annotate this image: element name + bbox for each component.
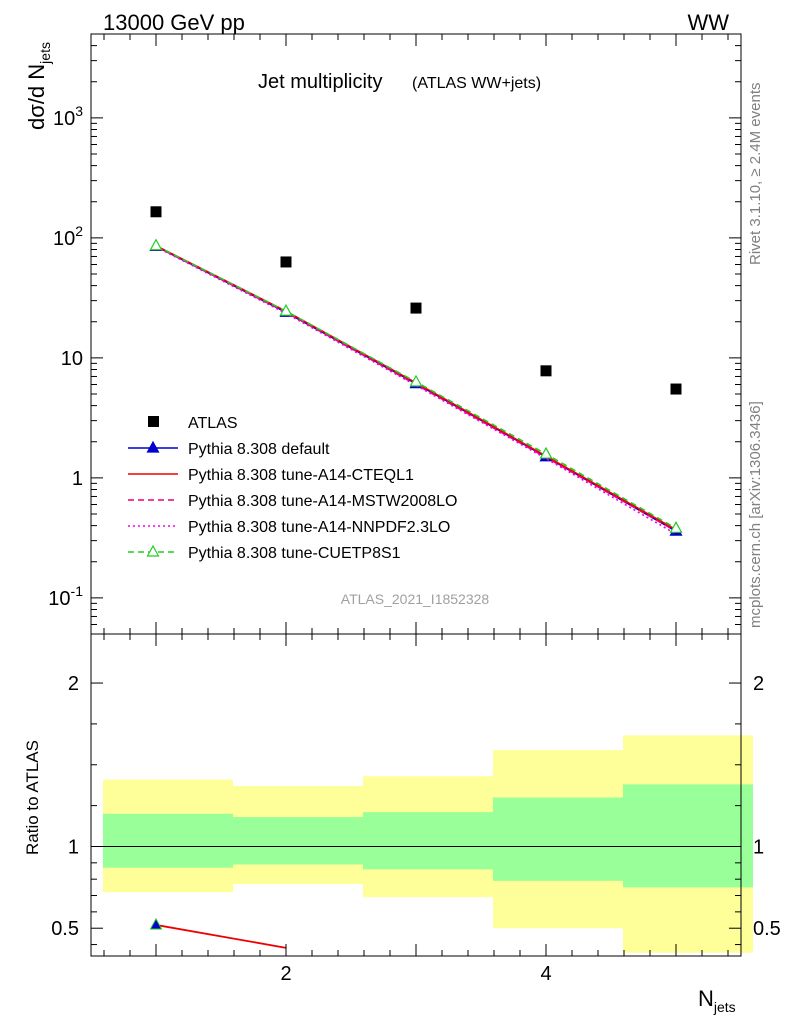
- ratio-y-tick-label-right: 0.5: [753, 918, 781, 940]
- x-axis-label-sub: jets: [713, 999, 736, 1015]
- y-axis-label-main: dσ/d Njets: [24, 42, 53, 130]
- ratio-line: [155, 924, 287, 949]
- series-line: [155, 245, 677, 532]
- legend-label: Pythia 8.308 tune-CUETP8S1: [188, 545, 401, 562]
- legend-marker: [146, 544, 160, 557]
- rivet-version-text: Rivet 3.1.10, ≥ 2.4M events: [747, 83, 764, 266]
- series-point: [279, 303, 293, 316]
- legend-label: Pythia 8.308 tune-A14-MSTW2008LO: [188, 493, 457, 510]
- ratio-y-tick-label-right: 1: [753, 836, 764, 858]
- legend-marker: [146, 440, 160, 453]
- series-point: [409, 374, 423, 387]
- x-axis-label-text: N: [698, 986, 714, 1011]
- series-line: [155, 246, 677, 535]
- legend-marker: [148, 416, 159, 427]
- uncertainty-band-inner: [103, 813, 233, 868]
- data-point: [540, 365, 552, 377]
- legend-label: ATLAS: [188, 415, 238, 432]
- header-right: WW: [687, 10, 729, 35]
- ratio-y-tick-label: 0.5: [51, 918, 79, 940]
- data-point: [670, 383, 682, 395]
- ratio-point: [149, 917, 163, 930]
- data-point: [280, 256, 292, 268]
- x-tick-label: 2: [280, 963, 291, 985]
- data-point: [410, 302, 422, 314]
- series-point: [149, 238, 163, 251]
- uncertainty-band-inner: [493, 797, 623, 881]
- main-y-tick-label: 10: [61, 348, 83, 370]
- main-frame: [90, 33, 742, 635]
- watermark: ATLAS_2021_I1852328: [341, 591, 490, 607]
- main-y-tick-label: 103: [53, 103, 83, 130]
- header-left: 13000 GeV pp: [103, 10, 245, 35]
- series-line: [155, 245, 677, 532]
- main-y-tick-label: 102: [53, 223, 83, 250]
- uncertainty-band-inner: [623, 784, 753, 888]
- ratio-y-tick-label-right: 2: [753, 673, 764, 695]
- uncertainty-band-inner: [363, 812, 493, 870]
- uncertainty-band-inner: [233, 817, 363, 865]
- main-y-tick-label: 1: [72, 468, 83, 490]
- svg-text:dσ/d Njets: dσ/d Njets: [24, 42, 53, 130]
- ratio-panel: 0.5 0.5 1 1 2 2 2 4: [51, 633, 781, 985]
- x-axis-label: Njets: [698, 986, 736, 1015]
- series-point: [669, 521, 683, 533]
- legend-label: Pythia 8.308 tune-A14-NNPDF2.3LO: [188, 519, 450, 536]
- data-point: [150, 206, 162, 218]
- legend-label: Pythia 8.308 tune-A14-CTEQL1: [188, 467, 414, 484]
- mcplots-text: mcplots.cern.ch [arXiv:1306.3436]: [747, 401, 764, 628]
- ratio-y-tick-label: 1: [68, 836, 79, 858]
- ratio-y-tick-label: 2: [68, 673, 79, 695]
- ratio-frame: [90, 633, 742, 957]
- main-title: Jet multiplicity: [258, 71, 382, 93]
- main-subtitle: (ATLAS WW+jets): [412, 75, 541, 92]
- main-panel: 10-1 1 10 102 103 ATLAS Pythia 8.308 default Py…: [48, 33, 742, 635]
- ratio-y-label: Ratio to ATLAS: [23, 740, 42, 855]
- main-y-tick-label: 10-1: [48, 583, 83, 610]
- legend-label: Pythia 8.308 default: [188, 441, 330, 458]
- y-axis-label-text: dσ/d N: [24, 64, 49, 130]
- y-axis-label-sub: jets: [37, 42, 53, 65]
- x-tick-label: 4: [540, 963, 551, 985]
- series-point: [539, 446, 553, 459]
